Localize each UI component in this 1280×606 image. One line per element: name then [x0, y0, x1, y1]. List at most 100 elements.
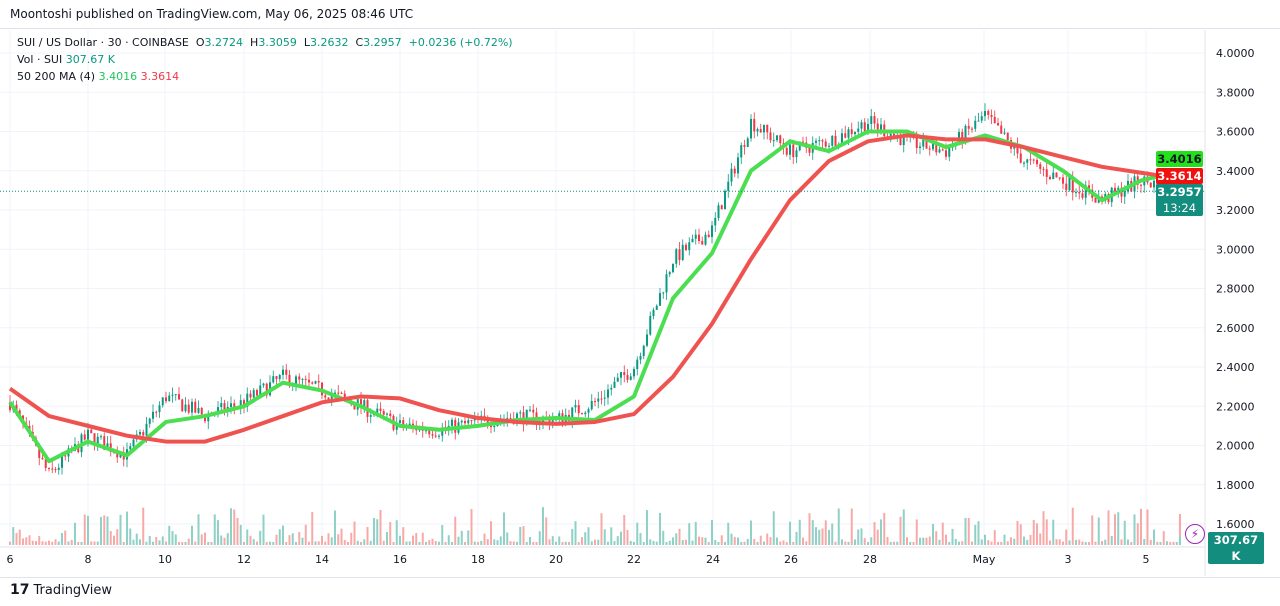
volume-bar: [295, 541, 297, 545]
volume-bar: [802, 537, 804, 545]
volume-bar: [1088, 542, 1090, 545]
volume-bar: [659, 512, 661, 545]
volume-bar: [971, 541, 973, 545]
candle-body: [961, 131, 964, 143]
candle-body: [246, 393, 249, 407]
volume-bar: [1049, 540, 1051, 545]
candle-body: [548, 417, 551, 425]
candle-body: [314, 381, 317, 384]
volume-bar: [382, 540, 385, 545]
volume-bar: [1136, 523, 1139, 545]
volume-bar: [399, 535, 401, 545]
candle-body: [369, 415, 372, 417]
volume-bar: [714, 539, 717, 545]
ma-legend[interactable]: 50 200 MA (4) 3.4016 3.3614: [17, 68, 513, 85]
candle-body: [129, 446, 132, 450]
lightning-icon[interactable]: ⚡: [1185, 524, 1205, 544]
volume-bar: [288, 535, 291, 545]
volume-bar: [574, 521, 577, 545]
volume-bar: [77, 541, 80, 545]
candle-body: [594, 400, 596, 402]
volume-bar: [356, 540, 359, 545]
candle-body: [714, 217, 717, 226]
volume-bar: [386, 532, 388, 545]
candle-body: [610, 387, 613, 390]
candle-body: [486, 417, 489, 426]
candle-body: [399, 420, 401, 424]
candle-body: [1117, 187, 1120, 192]
volume-bar: [1146, 509, 1149, 545]
volume-bar: [789, 521, 791, 545]
volume-bar: [1110, 535, 1113, 545]
x-tick-label: 24: [706, 553, 720, 566]
candle-body: [668, 272, 671, 275]
candle-body: [425, 430, 427, 432]
candle-body: [1016, 144, 1019, 154]
volume-bar: [818, 529, 821, 545]
volume-bar: [236, 517, 239, 545]
candle-body: [938, 149, 941, 153]
candle-body: [431, 434, 434, 436]
candle-body: [717, 205, 720, 218]
volume-bar: [922, 537, 925, 545]
volume-bar: [948, 542, 951, 545]
y-tick-label: 2.6000: [1216, 322, 1255, 335]
candle-body: [18, 410, 21, 416]
candle-body: [808, 147, 811, 153]
candle-body: [798, 141, 801, 151]
volume-bar: [282, 525, 284, 545]
candle-body: [675, 249, 678, 264]
volume-bar: [83, 514, 86, 545]
volume-bar: [581, 537, 583, 545]
volume-bar: [782, 540, 785, 545]
candle-body: [145, 423, 148, 436]
volume-bar: [392, 541, 395, 545]
volume-bar: [639, 533, 642, 545]
volume-bar: [165, 541, 167, 545]
volume-bar: [750, 520, 752, 545]
candle-body: [993, 116, 996, 124]
volume-bar: [314, 541, 317, 545]
volume-bar: [220, 535, 223, 545]
volume-bar: [311, 512, 314, 545]
volume-bar: [795, 531, 798, 545]
volume-bar: [265, 541, 268, 545]
candle-body: [490, 425, 492, 428]
volume-bar: [259, 530, 262, 545]
volume-bar: [893, 541, 895, 545]
ma200-value: 3.3614: [140, 70, 180, 83]
candle-body: [1006, 132, 1009, 141]
candle-body: [285, 369, 288, 375]
tradingview-logo[interactable]: 𝟭𝟳 TradingView: [10, 582, 112, 598]
candle-body: [460, 420, 463, 423]
volume-bar: [850, 508, 853, 545]
volume-bar: [873, 522, 876, 545]
volume-bar: [470, 508, 473, 545]
volume-label: Vol · SUI: [17, 53, 63, 66]
volume-legend[interactable]: Vol · SUI 307.67 K: [17, 51, 513, 68]
chart-frame[interactable]: [0, 28, 1280, 578]
volume-bar: [542, 507, 544, 545]
symbol-name[interactable]: SUI / US Dollar · 30 · COINBASE: [17, 36, 189, 49]
volume-bar: [152, 541, 154, 545]
candle-body: [51, 468, 54, 470]
volume-bar: [798, 519, 801, 545]
volume-bar: [460, 530, 463, 545]
volume-bar: [941, 522, 944, 545]
volume-bar: [522, 526, 525, 545]
volume-bar: [301, 537, 304, 545]
volume-bar: [902, 509, 905, 545]
volume-bar: [724, 541, 726, 545]
volume-bar: [886, 536, 889, 545]
volume-bar: [668, 540, 671, 545]
volume-bar: [594, 539, 596, 545]
volume-bar: [769, 537, 772, 545]
volume-bar: [776, 537, 778, 545]
candle-body: [272, 376, 275, 383]
close-label: C: [355, 36, 364, 49]
volume-bar: [304, 524, 307, 545]
candle-body: [330, 394, 333, 401]
candle-body: [1039, 164, 1042, 169]
candle-body: [600, 398, 603, 400]
